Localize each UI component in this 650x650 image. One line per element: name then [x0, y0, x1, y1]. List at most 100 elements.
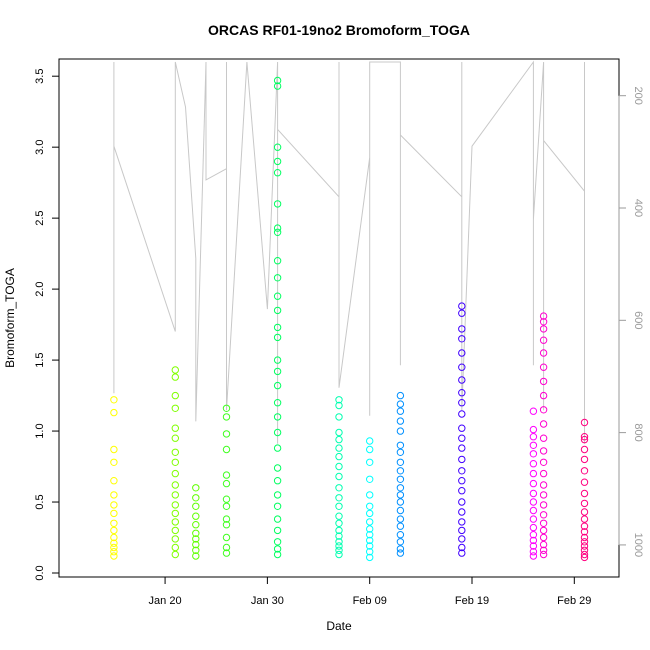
data-point — [458, 543, 466, 552]
data-point — [458, 549, 466, 557]
data-point — [171, 434, 180, 442]
data-point — [222, 445, 231, 454]
data-point — [539, 501, 548, 509]
data-point — [458, 302, 466, 310]
data-point — [539, 391, 548, 400]
data-point — [529, 469, 538, 478]
data-point — [458, 389, 466, 397]
data-point — [539, 447, 548, 455]
data-point — [171, 373, 180, 381]
data-point — [580, 546, 589, 554]
data-point — [171, 543, 180, 552]
data-point — [539, 336, 548, 344]
data-point — [192, 494, 200, 502]
data-point — [396, 531, 405, 539]
data-point — [529, 433, 538, 441]
data-point — [273, 444, 282, 452]
data-point — [529, 460, 538, 468]
series-11 — [580, 418, 589, 562]
secondary-series-line — [113, 60, 585, 444]
series-3 — [222, 404, 231, 557]
data-point — [580, 553, 589, 562]
data-point — [273, 491, 282, 499]
data-point — [335, 472, 343, 481]
data-point — [171, 526, 180, 535]
data-point — [273, 157, 282, 166]
data-point — [222, 495, 231, 503]
data-point — [539, 458, 548, 466]
data-point — [539, 546, 548, 554]
data-point — [110, 458, 118, 466]
data-point — [273, 257, 282, 265]
data-point — [273, 413, 282, 421]
data-point — [171, 448, 180, 456]
data-point — [110, 548, 118, 556]
data-point — [458, 363, 466, 371]
data-point — [529, 552, 538, 560]
data-point — [273, 502, 282, 510]
data-point — [580, 433, 589, 441]
data-point — [192, 535, 200, 543]
data-point — [539, 550, 548, 559]
data-point — [192, 484, 200, 492]
data-point — [273, 367, 282, 376]
data-point — [396, 467, 405, 475]
data-point — [110, 491, 118, 499]
data-point — [396, 441, 405, 449]
data-point — [110, 509, 118, 518]
data-point — [539, 312, 548, 320]
data-point — [539, 325, 548, 333]
points-layer — [110, 76, 589, 562]
data-point — [171, 458, 180, 466]
data-point — [110, 445, 118, 454]
data-point — [580, 515, 589, 523]
data-point — [396, 417, 405, 425]
data-point — [171, 509, 180, 518]
data-point — [335, 396, 343, 404]
data-point — [366, 491, 374, 499]
data-point — [396, 538, 405, 546]
y2-tick-label: 600 — [632, 311, 644, 329]
data-point — [529, 498, 538, 506]
y-tick-label: 1.5 — [34, 352, 46, 367]
data-point — [580, 435, 589, 444]
data-point — [396, 407, 405, 415]
data-point — [171, 491, 180, 499]
data-point — [396, 522, 405, 530]
data-point — [273, 143, 282, 151]
data-point — [366, 536, 374, 545]
series-6 — [366, 437, 374, 562]
data-point — [580, 528, 589, 536]
data-point — [580, 533, 589, 542]
data-point — [396, 448, 405, 456]
data-point — [366, 525, 374, 533]
data-point — [539, 406, 548, 414]
data-point — [110, 396, 118, 404]
series-10 — [539, 312, 548, 559]
data-point — [539, 434, 548, 442]
data-point — [273, 169, 282, 177]
data-point — [529, 407, 538, 415]
series-0 — [110, 396, 118, 560]
data-point — [222, 533, 231, 542]
data-point — [192, 540, 200, 549]
series-9 — [529, 407, 538, 560]
data-point — [222, 404, 231, 412]
data-point — [458, 434, 466, 442]
data-point — [110, 477, 118, 485]
y2-tick-label: 800 — [632, 423, 644, 441]
data-point — [529, 506, 538, 515]
y2-tick-label: 200 — [632, 87, 644, 105]
data-point — [110, 539, 118, 547]
y-tick-label: 2.0 — [34, 281, 46, 296]
data-point — [396, 515, 405, 523]
data-point — [458, 444, 466, 452]
data-point — [366, 475, 374, 483]
data-point — [335, 526, 343, 535]
data-point — [458, 487, 466, 495]
x-tick-label: Jan 20 — [149, 595, 182, 607]
data-point — [335, 435, 343, 444]
data-point — [366, 445, 374, 454]
x-tick-label: Feb 29 — [557, 595, 591, 607]
data-point — [222, 430, 231, 438]
